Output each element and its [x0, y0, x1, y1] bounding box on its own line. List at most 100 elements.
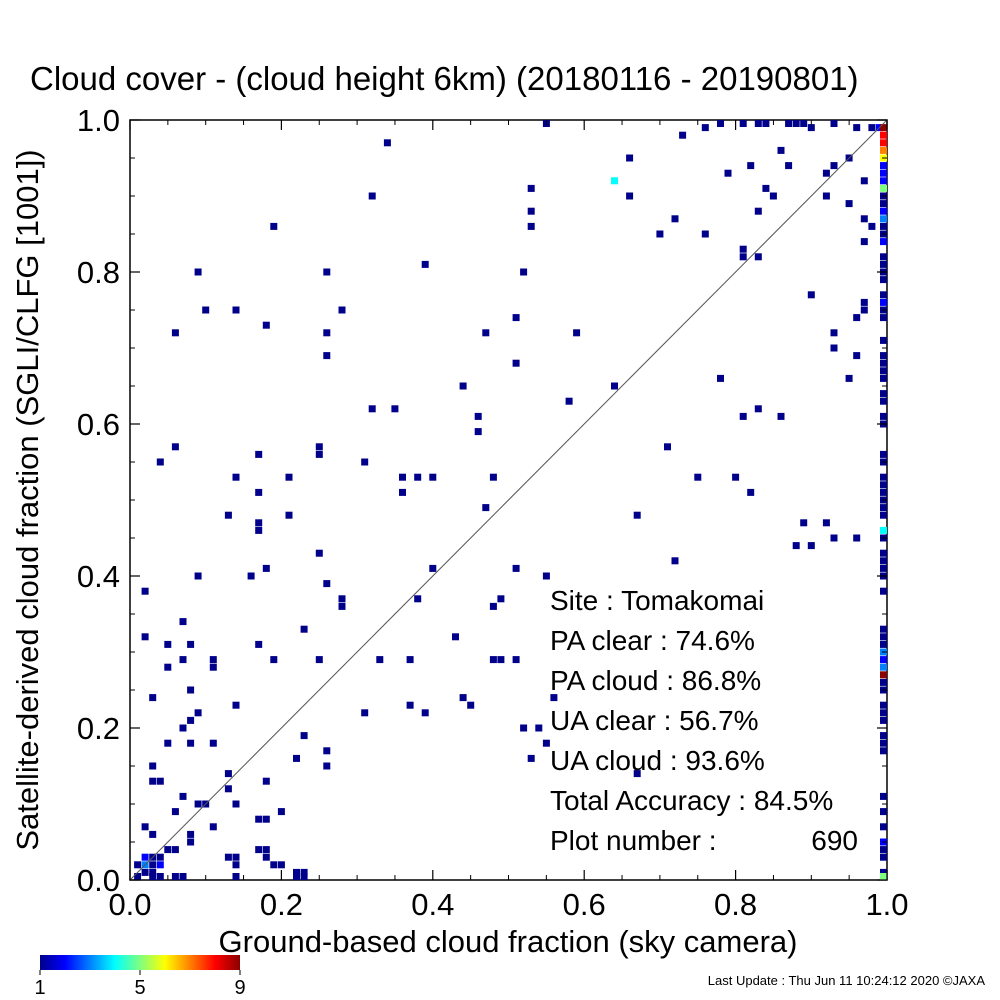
- data-cell: [656, 230, 664, 238]
- data-cell: [880, 412, 887, 420]
- y-tick-label: 0.0: [77, 863, 120, 898]
- data-cell: [880, 868, 887, 876]
- x-tick-label: 0.4: [411, 887, 454, 922]
- data-cell: [880, 873, 887, 880]
- data-cell: [300, 873, 308, 880]
- data-cell: [701, 230, 709, 238]
- data-cell: [323, 329, 331, 337]
- data-cell: [754, 253, 762, 261]
- data-cell: [323, 580, 331, 588]
- data-cell: [880, 504, 887, 512]
- data-cell: [164, 640, 172, 648]
- data-cell: [300, 732, 308, 740]
- data-cell: [830, 162, 838, 170]
- data-cell: [868, 222, 876, 230]
- data-cell: [880, 732, 887, 740]
- data-cell: [179, 618, 187, 626]
- data-cell: [187, 640, 195, 648]
- data-cell: [429, 473, 437, 481]
- data-cell: [187, 739, 195, 747]
- data-cell: [171, 808, 179, 816]
- chart-title: Cloud cover - (cloud height 6km) (201801…: [30, 60, 859, 97]
- data-cell: [156, 873, 164, 880]
- data-cell: [880, 336, 887, 344]
- data-cell: [880, 739, 887, 747]
- data-cell: [880, 625, 887, 633]
- data-cell: [830, 344, 838, 352]
- data-cell: [880, 526, 887, 534]
- data-cell: [255, 519, 263, 527]
- data-cell: [179, 656, 187, 664]
- x-tick-label: 1.0: [865, 887, 908, 922]
- data-cell: [262, 853, 270, 861]
- data-cell: [860, 298, 868, 306]
- data-cell: [880, 792, 887, 800]
- data-cell: [853, 124, 861, 132]
- data-cell: [232, 861, 240, 869]
- data-cell: [679, 131, 687, 139]
- data-cell: [800, 519, 808, 527]
- data-cell: [293, 754, 300, 762]
- data-cell: [171, 443, 179, 451]
- data-cell: [232, 853, 240, 861]
- data-cell: [368, 405, 376, 413]
- data-cell: [224, 853, 232, 861]
- colorbar-tick-label: 1: [34, 977, 45, 999]
- data-cell: [232, 800, 240, 808]
- data-cell: [880, 450, 887, 458]
- data-cell: [194, 800, 202, 808]
- data-cell: [520, 268, 528, 276]
- data-cell: [542, 739, 550, 747]
- data-cell: [300, 868, 308, 876]
- stat-ua-cloud: UA cloud : 93.6%: [550, 745, 765, 776]
- y-tick-label: 0.8: [77, 255, 120, 290]
- data-cell: [633, 511, 641, 519]
- data-cell: [141, 823, 149, 831]
- data-cell: [880, 823, 887, 831]
- data-cell: [880, 557, 887, 565]
- data-cell: [406, 701, 414, 709]
- data-cell: [880, 177, 887, 185]
- data-cell: [880, 709, 887, 717]
- data-cell: [717, 374, 724, 382]
- stat-ua-clear: UA clear : 56.7%: [550, 705, 759, 736]
- data-cell: [822, 519, 830, 527]
- data-cell: [860, 238, 868, 246]
- stat-pa-cloud: PA cloud : 86.8%: [550, 665, 761, 696]
- stat-plot-number-value: 690: [811, 825, 858, 856]
- data-cell: [762, 184, 770, 192]
- data-cell: [414, 473, 422, 481]
- data-cell: [399, 473, 406, 481]
- data-cell: [880, 671, 887, 679]
- data-cell: [497, 656, 505, 664]
- colorbar: [40, 955, 240, 970]
- data-cell: [880, 678, 887, 686]
- data-cell: [800, 120, 808, 127]
- y-tick-label: 1.0: [77, 103, 120, 138]
- data-cell: [361, 709, 369, 717]
- data-cell: [194, 709, 202, 717]
- stat-site: Site : Tomakomai: [550, 585, 764, 616]
- data-cell: [323, 762, 331, 770]
- data-cell: [822, 192, 830, 200]
- data-cell: [732, 473, 740, 481]
- colorbar-labels: 1 5 9: [34, 970, 246, 999]
- stat-pa-clear: PA clear : 74.6%: [550, 625, 755, 656]
- data-cell: [747, 162, 755, 170]
- data-cell: [626, 192, 634, 200]
- x-tick-label: 0.2: [260, 887, 303, 922]
- data-cell: [880, 139, 887, 147]
- data-cell: [573, 329, 581, 337]
- y-tick-label: 0.6: [77, 407, 120, 442]
- data-cell: [769, 192, 777, 200]
- data-cell: [880, 397, 887, 405]
- axis-ticks: [129, 119, 888, 881]
- stat-total-accuracy: Total Accuracy : 84.5%: [550, 785, 833, 816]
- data-cell: [830, 329, 838, 337]
- stats-box: Site : Tomakomai PA clear : 74.6% PA clo…: [550, 585, 858, 856]
- data-cell: [565, 397, 573, 405]
- data-cell: [880, 511, 887, 519]
- data-cell: [179, 792, 187, 800]
- data-cell: [880, 207, 887, 215]
- data-cell: [255, 846, 263, 854]
